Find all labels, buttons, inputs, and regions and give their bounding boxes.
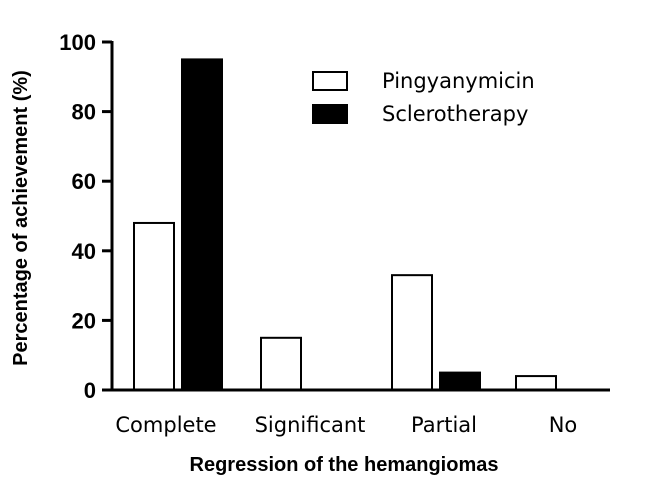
legend: Pingyanymicin Sclerotherapy — [312, 69, 535, 126]
bar-pingyanymicin-complete — [133, 221, 175, 391]
y-tick-label: 80 — [72, 100, 96, 125]
y-tick-label: 60 — [72, 169, 96, 194]
legend-label-sclerotherapy: Sclerotherapy — [382, 102, 528, 126]
bar-pingyanymicin-partial — [391, 274, 433, 391]
bar-pingyanymicin-significant — [260, 336, 302, 391]
y-axis-title: Percentage of achievement (%) — [10, 70, 32, 366]
y-tick-label: 40 — [72, 239, 96, 264]
y-tick-label: 20 — [72, 308, 96, 333]
x-tick-label-significant: Significant — [255, 413, 366, 437]
y-tick-label: 100 — [59, 30, 96, 55]
axes-group — [110, 41, 610, 392]
legend-swatch-pingyanymicin — [312, 71, 348, 91]
bar-sclerotherapy-partial — [439, 371, 481, 392]
x-tick-label-partial: Partial — [411, 413, 477, 437]
x-tick-labels-group: Complete Significant Partial No — [115, 413, 577, 437]
y-tick-label: 0 — [84, 378, 96, 403]
bar-sclerotherapy-complete — [181, 58, 223, 392]
bars-group — [133, 58, 557, 392]
x-tick-label-no: No — [549, 413, 578, 437]
x-tick-label-complete: Complete — [115, 413, 216, 437]
bar-pingyanymicin-no — [515, 375, 557, 391]
y-ticks-group: 0 20 40 60 80 100 — [59, 30, 112, 403]
legend-label-pingyanymicin: Pingyanymicin — [382, 69, 535, 93]
legend-swatch-sclerotherapy — [312, 104, 348, 124]
x-axis-title: Regression of the hemangiomas — [190, 454, 499, 476]
